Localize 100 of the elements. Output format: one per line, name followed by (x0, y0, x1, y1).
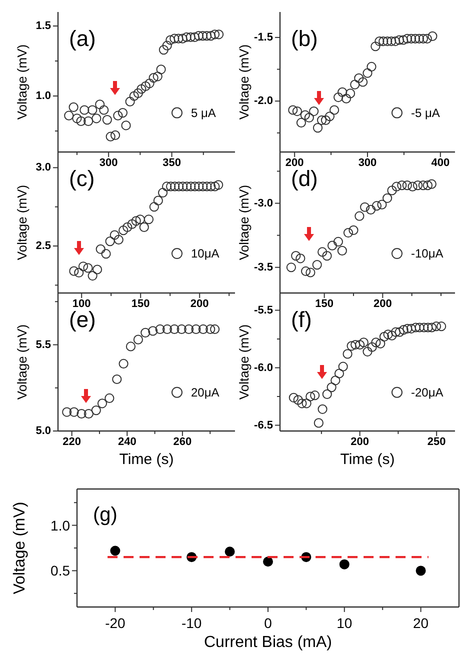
point (326, 382, 336, 392)
x-axis-title: Time (s) (340, 451, 395, 468)
point (422, 34, 432, 44)
point (330, 105, 340, 115)
point (112, 374, 122, 384)
point (122, 222, 132, 232)
point (149, 202, 159, 212)
point (408, 182, 418, 192)
point (170, 182, 180, 192)
point (322, 389, 332, 399)
y-tick-label: -6.0 (254, 362, 273, 374)
point (383, 330, 393, 340)
point (367, 342, 377, 352)
x-axis-title: Time (s) (119, 451, 174, 468)
point (162, 324, 172, 334)
point (118, 226, 128, 236)
x-tick-label: 300 (99, 157, 118, 169)
point (69, 266, 79, 276)
point (214, 30, 224, 40)
x-tick-label: 240 (118, 436, 136, 448)
point (99, 105, 109, 115)
point (174, 182, 184, 192)
point (139, 222, 149, 232)
point (133, 88, 143, 98)
y-tick-label: -3.5 (254, 261, 273, 274)
point (182, 32, 192, 42)
text: (e) (69, 307, 96, 332)
point (366, 204, 376, 214)
point (402, 34, 412, 44)
point (337, 246, 347, 256)
point (334, 368, 344, 378)
point (186, 32, 196, 42)
point (387, 186, 397, 196)
point (372, 201, 382, 211)
point (402, 180, 412, 190)
point (84, 408, 94, 419)
point (374, 36, 384, 46)
legend-label: 20μA (191, 385, 220, 400)
point (127, 219, 137, 229)
point (387, 330, 397, 340)
point (293, 395, 303, 405)
x-tick-label: 150 (315, 298, 334, 310)
point (178, 34, 188, 44)
point (310, 390, 320, 400)
point (64, 110, 74, 120)
point (418, 180, 428, 190)
point (158, 45, 168, 55)
point (166, 35, 176, 45)
legend-label: -5 μA (411, 106, 440, 120)
point (358, 77, 368, 87)
point (342, 349, 352, 359)
y-axis-title: Voltage (mV) (12, 502, 28, 594)
point (105, 236, 115, 246)
point (153, 196, 163, 206)
y-tick-label: 1.5 (36, 20, 51, 32)
x-tick-label: 400 (431, 157, 450, 169)
text: (a) (69, 26, 96, 51)
y-tick-label: 0.5 (50, 562, 70, 579)
point (406, 34, 416, 44)
legend-label: 10μA (191, 246, 220, 261)
point (69, 407, 79, 417)
x-tick-label: 350 (162, 157, 181, 169)
point (131, 216, 141, 226)
point (394, 327, 404, 337)
point (72, 114, 82, 124)
y-axis-title: Voltage (mV) (236, 184, 252, 260)
point (318, 404, 328, 414)
x-tick-label: 220 (62, 436, 82, 448)
point (341, 94, 352, 104)
point (148, 73, 158, 83)
point (316, 115, 327, 125)
point (83, 263, 93, 273)
y-axis-title: Voltage (mV) (14, 44, 30, 120)
point (302, 398, 312, 408)
point (419, 322, 429, 332)
point (102, 115, 112, 125)
point (312, 260, 322, 270)
y-axis-title: Voltage (mV) (236, 324, 252, 400)
point (202, 31, 212, 41)
point (91, 406, 101, 416)
point (170, 324, 180, 334)
point (92, 264, 102, 274)
point (156, 64, 166, 74)
point (114, 234, 124, 245)
point (370, 42, 380, 52)
point (296, 118, 306, 128)
point (76, 408, 86, 419)
point (96, 244, 106, 254)
point (330, 376, 340, 386)
text: (f) (291, 307, 312, 332)
point (162, 40, 172, 50)
point (288, 105, 298, 115)
x-tick-label: 200 (350, 436, 370, 448)
point (178, 182, 188, 192)
point (406, 324, 416, 334)
point (427, 322, 437, 332)
text: (g) (93, 504, 118, 526)
point (152, 72, 162, 82)
y-tick-label: -3.0 (254, 197, 273, 210)
point (206, 182, 216, 192)
